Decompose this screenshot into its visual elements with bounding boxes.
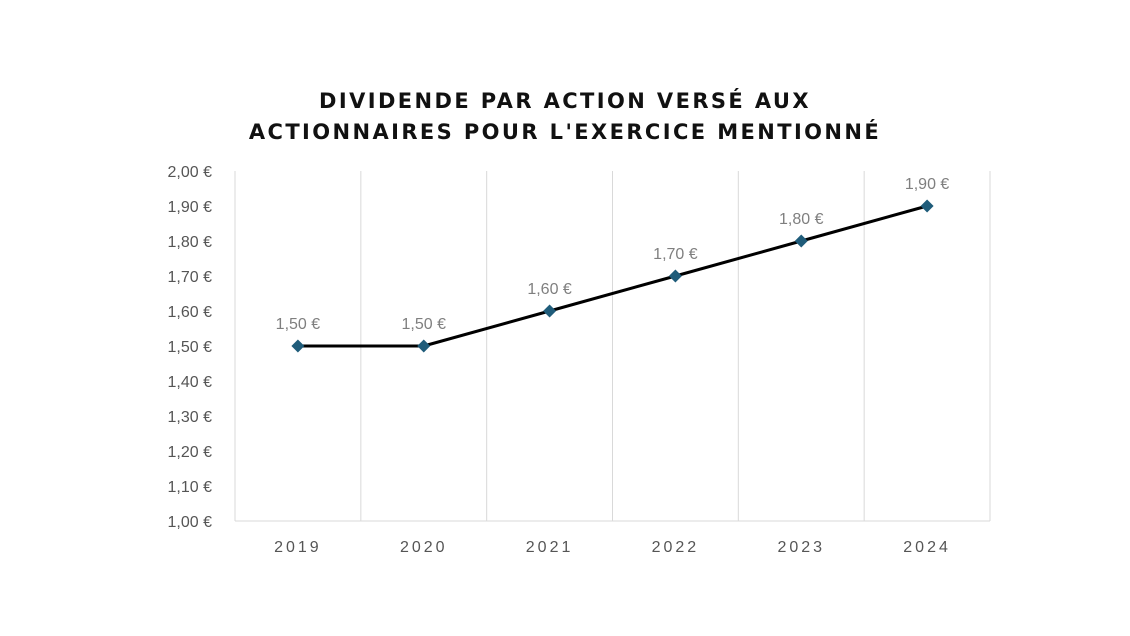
y-axis: 1,00 € 1,10 € 1,20 € 1,30 € 1,40 € 1,50 € 1,60…: [168, 164, 213, 531]
data-label: 1,70 €: [653, 246, 698, 263]
data-labels: 1,50 € 1,50 € 1,60 € 1,70 € 1,80 € 1,90 €: [276, 176, 950, 333]
data-label: 1,60 €: [527, 281, 572, 298]
y-tick-label: 1,90 €: [168, 199, 213, 216]
x-tick-label: 2020: [400, 539, 448, 556]
data-point-marker: [543, 304, 557, 318]
x-tick-label: 2022: [652, 539, 700, 556]
x-tick-label: 2024: [903, 539, 951, 556]
y-tick-label: 1,80 €: [168, 234, 213, 251]
x-axis: 2019 2020 2021 2022 2023 2024: [235, 520, 990, 556]
chart-title-line-2: ACTIONNAIRES POUR L'EXERCICE MENTIONNÉ: [249, 119, 881, 144]
series-layer: [291, 199, 934, 353]
data-point-marker: [794, 234, 808, 248]
x-tick-label: 2019: [274, 539, 322, 556]
data-point-marker: [417, 339, 431, 353]
x-tick-label: 2023: [777, 539, 825, 556]
series-line: [297, 204, 928, 348]
y-tick-label: 1,40 €: [168, 374, 213, 391]
y-tick-label: 1,70 €: [168, 269, 213, 286]
data-label: 1,80 €: [779, 211, 824, 228]
data-point-marker: [920, 199, 934, 213]
y-tick-label: 1,60 €: [168, 304, 213, 321]
data-label: 1,50 €: [276, 316, 321, 333]
y-tick-label: 1,50 €: [168, 339, 213, 356]
data-label: 1,90 €: [905, 176, 950, 193]
y-tick-label: 2,00 €: [168, 164, 213, 181]
y-tick-label: 1,00 €: [168, 514, 213, 531]
grid-layer: [234, 171, 991, 521]
data-point-marker: [291, 339, 305, 353]
data-label: 1,50 €: [402, 316, 447, 333]
x-tick-label: 2021: [526, 539, 574, 556]
data-point-marker: [668, 269, 682, 283]
y-tick-label: 1,10 €: [168, 479, 213, 496]
y-tick-label: 1,30 €: [168, 409, 213, 426]
y-tick-label: 1,20 €: [168, 444, 213, 461]
chart-title-line-1: DIVIDENDE PAR ACTION VERSÉ AUX: [319, 88, 811, 113]
